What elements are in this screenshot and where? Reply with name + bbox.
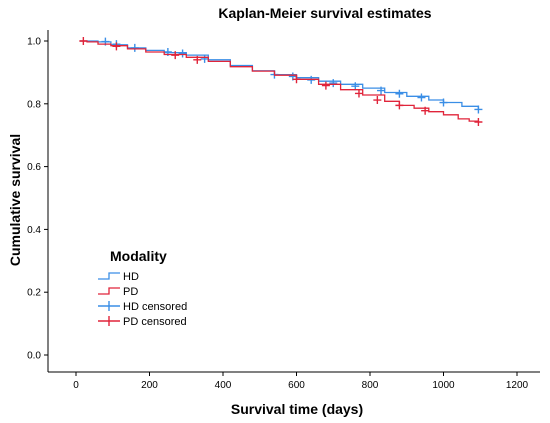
x-tick-label-1: 200 [141,380,158,391]
censor-mark-hd-12 [395,89,404,98]
series-layer [79,37,483,127]
censor-mark-pd-10 [474,118,483,127]
censor-mark-hd-15 [474,105,483,114]
censor-mark-pd-9 [421,106,430,115]
legend-items: HD PD HD censored PD censored [98,271,187,328]
censor-mark-hd-13 [417,93,426,102]
censor-mark-pd-6 [354,89,363,98]
x-axis-label: Survival time (days) [231,401,363,417]
censor-mark-hd-5 [200,54,209,63]
chart-title: Kaplan-Meier survival estimates [218,5,431,21]
censor-mark-hd-9 [329,79,338,88]
censor-mark-hd-14 [439,98,448,107]
legend-label-3: PD censored [123,316,187,328]
x-tick-label-3: 600 [288,380,305,391]
censor-mark-pd-7 [373,96,382,105]
y-tick-label-5: 1.0 [27,37,41,48]
x-tick-label-5: 1000 [432,380,455,391]
x-ticks: 0 200 400 600 800 1000 1200 [73,372,529,391]
x-tick-label-6: 1200 [506,380,529,391]
censor-mark-pd-3 [193,55,202,64]
legend: Modality HD PD HD censored PD censored [98,248,187,328]
legend-title: Modality [110,248,167,264]
legend-symbol-1 [98,287,120,295]
series-pd-line [79,40,480,122]
legend-symbol-2 [98,301,120,311]
y-tick-label-0: 0.0 [27,351,41,362]
legend-symbol-0 [98,272,120,280]
series-pd-censor-marks [79,37,483,127]
x-tick-label-2: 400 [215,380,232,391]
legend-symbol-3 [98,316,120,326]
censor-mark-hd-11 [377,86,386,95]
censor-mark-pd-2 [171,51,180,60]
legend-label-2: HD censored [123,301,187,313]
censor-mark-pd-4 [292,75,301,84]
x-tick-label-4: 800 [362,380,379,391]
legend-label-0: HD [123,271,139,283]
censor-mark-hd-10 [351,82,360,91]
censor-mark-pd-5 [321,81,330,90]
y-axis-label: Cumulative survival [7,134,23,266]
legend-label-1: PD [123,286,138,298]
y-tick-label-1: 0.2 [27,288,41,299]
censor-mark-hd-2 [130,43,139,52]
censor-mark-pd-8 [395,101,404,110]
y-tick-label-2: 0.4 [27,225,41,236]
censor-mark-pd-0 [79,37,88,45]
censor-mark-pd-1 [112,42,121,51]
y-tick-label-3: 0.6 [27,162,41,173]
y-tick-label-4: 0.8 [27,99,41,110]
censor-mark-hd-4 [178,49,187,58]
x-tick-label-0: 0 [73,380,79,391]
y-ticks: 0.0 0.2 0.4 0.6 0.8 1.0 [27,37,48,362]
